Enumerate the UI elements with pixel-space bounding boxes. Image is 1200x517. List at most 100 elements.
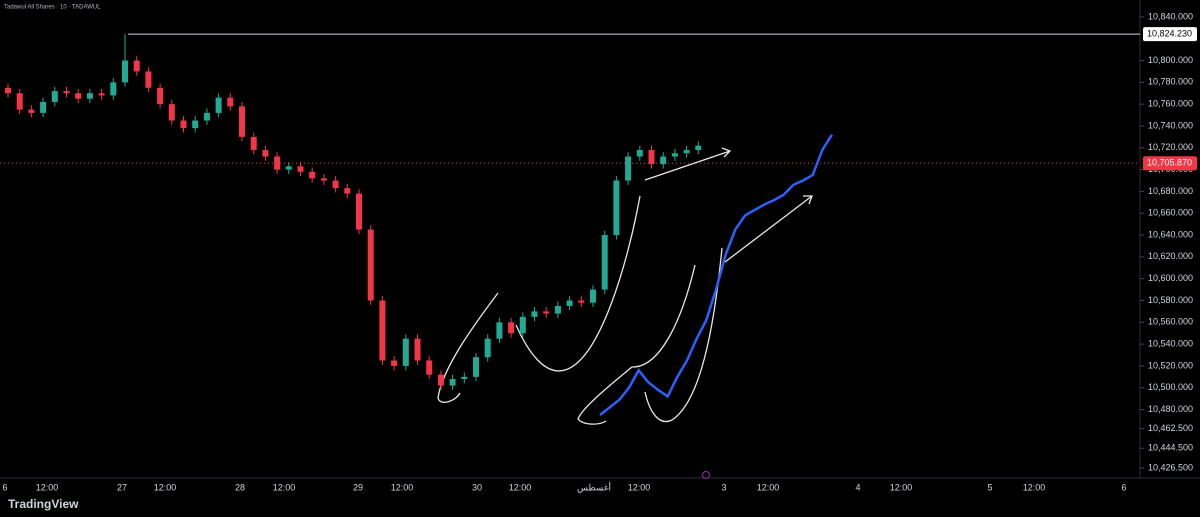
candle-body [262,149,269,157]
high-label: 10,824.230 [1147,28,1192,38]
candle-body [51,91,58,102]
candle-body [180,120,187,129]
candle-body [320,178,327,181]
candle-body [356,193,362,230]
candle-body [566,300,573,306]
candle-body [484,338,491,358]
y-tick-label: 10,426.500 [1148,462,1193,472]
candle-body [215,97,222,113]
brand: TradingView [8,497,79,511]
candle-body [426,360,433,375]
chart-title: Tadawul All Shares · 10 · TADAWUL [4,5,101,11]
candle-body [402,338,409,366]
x-tick-label: 27 [117,482,127,492]
y-tick-label: 10,540.000 [1148,338,1193,348]
candle-body [145,71,152,88]
candle-body [391,360,398,366]
candle-body [648,149,655,165]
drawn-arrow [724,195,813,263]
candle-body [133,60,140,72]
x-tick-label: 12:00 [391,482,414,492]
candle-body [332,180,339,189]
candle-body [285,166,292,170]
y-tick-label: 10,462.500 [1148,423,1193,433]
drawn-arrow [644,147,732,181]
y-tick-label: 10,720.000 [1148,142,1193,152]
candle-body [63,91,70,94]
x-tick-label: 12:00 [1023,482,1046,492]
last-price-box [1143,156,1197,171]
last-price-label: 10,705.870 [1147,158,1192,168]
candle-body [636,149,643,157]
candle-body [449,379,456,386]
candle-body [40,101,47,113]
candle-body [578,300,585,303]
y-tick-label: 10,680.000 [1148,186,1193,196]
y-tick-label: 10,660.000 [1148,208,1193,218]
y-tick-label: 10,500.000 [1148,382,1193,392]
candle-body [367,229,374,301]
candle-body [461,376,468,380]
candle-body [75,93,82,99]
candle-body [554,305,561,314]
y-tick-label: 10,580.000 [1148,295,1193,305]
x-tick-label: 12:00 [628,482,651,492]
candle-body [297,166,304,172]
candle-body [531,311,538,317]
candle-body [5,87,11,94]
candle-body [157,87,164,105]
x-tick-label: 12:00 [36,482,59,492]
y-tick-label: 10,840.000 [1148,11,1193,21]
candle-body [473,357,479,377]
x-tick-label: 12:00 [509,482,532,492]
x-tick-label: 6 [2,482,7,492]
x-tick-label: 3 [721,482,726,492]
candle-body [28,109,35,113]
drawn-curve [577,264,696,425]
candle-body [192,120,199,129]
candle-body [660,156,667,165]
x-tick-label: 30 [472,482,482,492]
candle-body [239,106,245,137]
y-tick-label: 10,600.000 [1148,273,1193,283]
candle-body [695,145,702,150]
candle-body [437,374,444,386]
candle-body [16,93,23,110]
y-tick-label: 10,620.000 [1148,251,1193,261]
drawn-curve [644,247,723,423]
x-tick-label: 29 [353,482,363,492]
y-tick-label: 10,520.000 [1148,360,1193,370]
x-tick-label: أغسطس [577,480,611,493]
y-tick-label: 10,444.500 [1148,443,1193,453]
candle-body [496,322,503,339]
candle-body [203,112,210,121]
y-tick-label: 10,800.000 [1148,55,1193,65]
y-tick-label: 10,560.000 [1148,317,1193,327]
drawings [437,147,813,425]
x-tick-label: 12:00 [273,482,296,492]
y-tick-label: 10,740.000 [1148,120,1193,130]
candle-body [250,136,257,150]
high-label-box [1143,27,1197,42]
candle-body [508,322,515,334]
candle-body [110,82,117,96]
x-tick-label: 12:00 [154,482,177,492]
candle-body [168,104,175,121]
candle-body [613,180,620,236]
candle-body [625,156,632,181]
y-tick-label: 10,780.000 [1148,77,1193,87]
y-tick-label: 10,480.000 [1148,404,1193,414]
candle-body [86,93,93,99]
candle-body [414,338,421,361]
candle-body [590,289,596,303]
x-tick-label: 5 [987,482,992,492]
candle-body [309,171,316,179]
y-tick-label: 10,640.000 [1148,229,1193,239]
event-marker[interactable] [702,471,710,479]
candle-body [379,300,386,361]
y-tick-label: 10,760.000 [1148,99,1193,109]
candle-body [671,153,678,157]
